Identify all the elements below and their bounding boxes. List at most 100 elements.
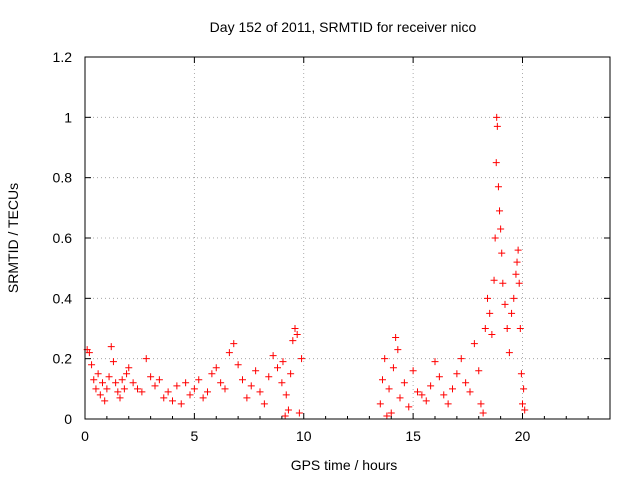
y-tick-label: 1 xyxy=(64,109,72,125)
y-axis-label: SRMTID / TECUs xyxy=(5,183,21,293)
data-point xyxy=(484,294,491,302)
data-point xyxy=(499,279,507,287)
y-tick-label: 0.2 xyxy=(53,351,73,367)
data-point xyxy=(449,385,456,393)
data-point xyxy=(243,394,251,402)
data-point xyxy=(481,325,489,332)
data-point xyxy=(516,325,524,332)
y-tick-label: 0 xyxy=(64,411,72,427)
data-point xyxy=(405,403,413,411)
data-point xyxy=(510,294,518,302)
data-point xyxy=(225,349,233,357)
data-point xyxy=(120,385,128,393)
x-tick-label: 5 xyxy=(190,428,198,444)
data-point xyxy=(278,379,286,387)
data-point xyxy=(99,379,106,387)
x-tick-label: 0 xyxy=(81,428,89,444)
y-tick-label: 0.8 xyxy=(53,170,73,186)
x-tick-label: 10 xyxy=(296,428,312,444)
data-point xyxy=(477,400,485,408)
data-point xyxy=(177,400,185,408)
data-point xyxy=(486,309,494,317)
data-point xyxy=(155,376,163,384)
data-point xyxy=(199,394,207,402)
data-point xyxy=(379,376,386,384)
y-tick-label: 1.2 xyxy=(53,49,73,65)
data-point xyxy=(109,358,117,366)
data-point xyxy=(515,279,523,287)
data-point xyxy=(427,382,435,390)
data-point xyxy=(212,364,220,372)
data-point xyxy=(96,391,104,399)
data-point xyxy=(444,400,452,408)
data-point xyxy=(134,385,141,393)
x-axis-label: GPS time / hours xyxy=(291,457,398,473)
x-tick-label: 15 xyxy=(405,428,421,444)
data-point xyxy=(389,364,397,372)
data-point xyxy=(204,388,211,396)
data-point xyxy=(287,370,295,378)
data-point xyxy=(239,376,246,384)
data-point xyxy=(514,246,522,254)
data-point xyxy=(400,379,408,387)
data-point xyxy=(217,379,225,387)
data-point xyxy=(381,355,389,363)
data-point xyxy=(435,373,443,381)
data-point xyxy=(94,370,102,378)
data-point xyxy=(105,373,113,381)
data-point xyxy=(392,334,400,342)
data-point xyxy=(129,379,137,387)
data-point xyxy=(508,309,516,317)
data-point xyxy=(422,397,430,405)
data-point xyxy=(186,391,194,399)
data-point xyxy=(190,385,198,393)
data-point xyxy=(107,343,115,351)
data-point xyxy=(513,258,521,266)
data-point xyxy=(453,370,461,378)
data-point xyxy=(260,400,268,408)
data-point xyxy=(293,331,301,339)
data-point xyxy=(494,183,502,191)
data-point xyxy=(142,355,150,363)
data-point xyxy=(520,385,528,393)
data-point xyxy=(114,388,122,396)
data-point xyxy=(208,370,216,378)
data-point xyxy=(284,406,292,414)
data-point xyxy=(298,355,306,363)
data-point xyxy=(491,234,499,242)
data-point xyxy=(252,367,260,375)
data-point xyxy=(92,385,100,393)
data-point xyxy=(101,397,109,405)
data-point xyxy=(394,346,402,354)
data-point xyxy=(169,397,176,405)
data-point xyxy=(479,409,487,417)
data-point xyxy=(88,361,96,369)
data-point xyxy=(173,382,181,390)
data-point xyxy=(103,385,111,393)
data-point xyxy=(385,385,393,393)
data-point xyxy=(496,207,504,215)
data-point xyxy=(230,340,238,348)
data-point xyxy=(274,364,281,372)
x-tick-label: 20 xyxy=(515,428,531,444)
y-tick-label: 0.4 xyxy=(53,290,73,306)
data-point xyxy=(512,270,520,278)
data-point xyxy=(505,349,513,357)
data-point xyxy=(151,382,159,390)
data-point xyxy=(160,394,168,402)
data-point xyxy=(182,379,190,387)
data-point xyxy=(457,355,465,363)
data-point xyxy=(221,385,229,393)
data-point xyxy=(164,388,172,396)
data-point xyxy=(503,325,511,332)
data-point xyxy=(418,391,426,399)
data-point xyxy=(387,409,395,417)
data-point xyxy=(519,400,526,408)
data-point xyxy=(123,370,131,378)
data-point xyxy=(488,331,496,339)
data-point xyxy=(256,388,264,396)
plot-frame xyxy=(84,56,611,420)
axis-ticks: 0 5 10 15 20 0 0.2 0.4 0.6 0.8 1 1.2 xyxy=(53,49,610,444)
data-point xyxy=(501,300,509,308)
